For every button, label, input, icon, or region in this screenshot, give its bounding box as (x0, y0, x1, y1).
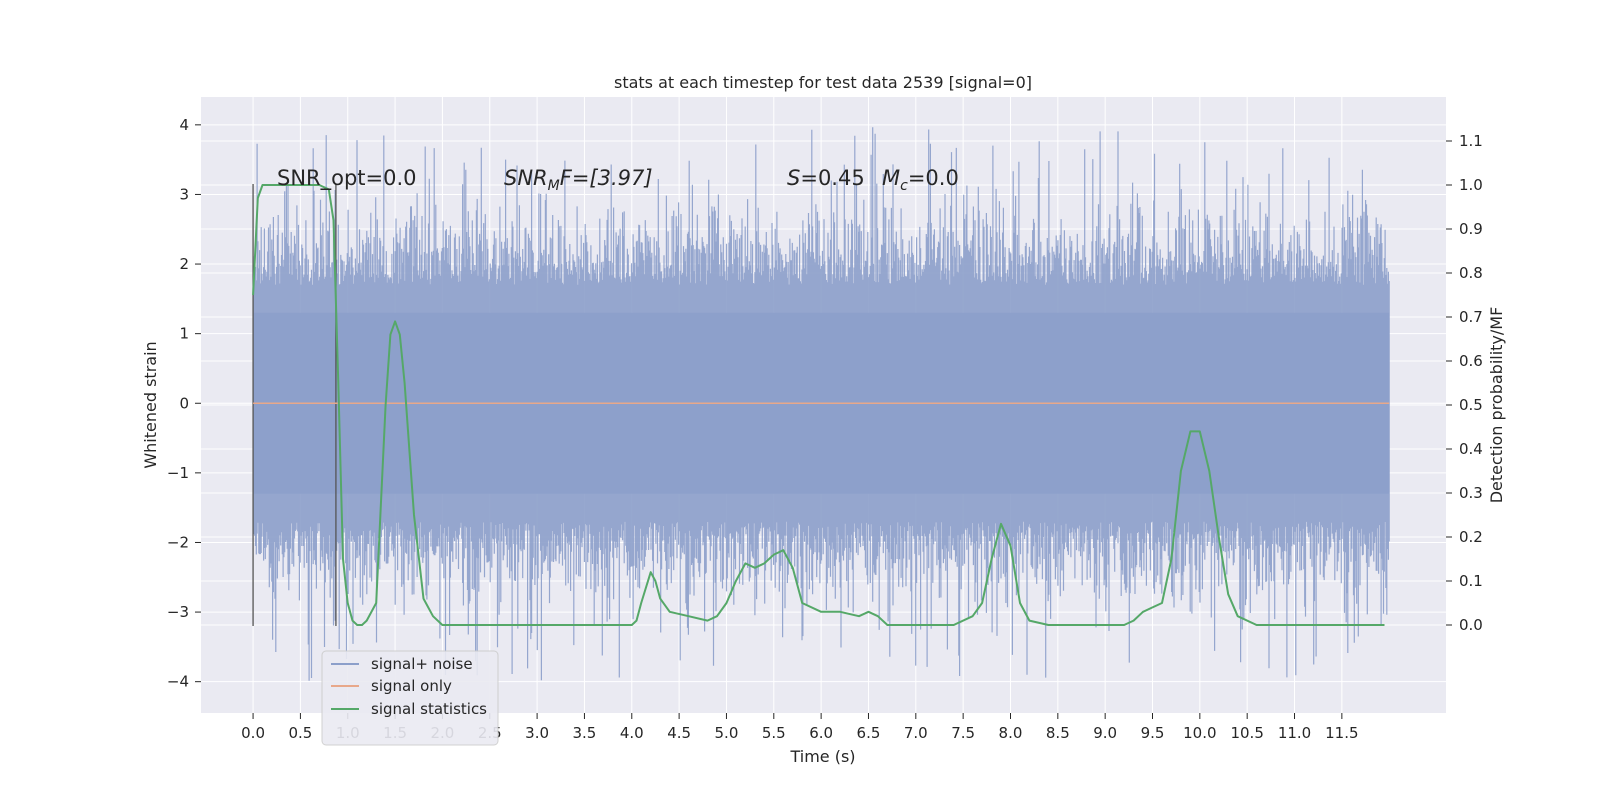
y2-tick-label: 0.8 (1459, 264, 1483, 282)
snr-mf-value: F=[3.97] (560, 166, 653, 190)
y-tick-label: −4 (167, 673, 189, 691)
signal-statistics-line (252, 184, 1385, 626)
y2-tick-label: 1.1 (1459, 132, 1483, 150)
x-tick-label: 11.5 (1325, 724, 1358, 742)
x-tick-label: 10.5 (1230, 724, 1263, 742)
x-tick-label: 8.0 (999, 724, 1023, 742)
y-tick-label: −2 (167, 533, 189, 551)
y-tick-label: 4 (179, 116, 189, 134)
y2-tick-label: 0.3 (1459, 484, 1483, 502)
y-tick-label: −1 (167, 464, 189, 482)
mc-value: =0.0 (908, 166, 959, 190)
annotation-snr-mf: SNRMF=[3.97] (504, 166, 653, 194)
y-tick-label: 0 (179, 394, 189, 412)
signal-statistics-series (252, 184, 1385, 626)
x-tick-label: 0.0 (241, 724, 265, 742)
x-tick-label: 3.5 (573, 724, 597, 742)
y2-tick-label: 0.7 (1459, 308, 1483, 326)
x-tick-label: 9.5 (1141, 724, 1165, 742)
y-tick-label: 3 (179, 185, 189, 203)
y-tick-label: −3 (167, 603, 189, 621)
y2-axis-ticks: 0.0 0.1 0.2 0.3 0.4 0.5 0.6 0.7 0.8 0.9 1.0 1.1 (1446, 132, 1483, 634)
x-tick-label: 9.0 (1093, 724, 1117, 742)
x-tick-label: 7.5 (951, 724, 975, 742)
y2-tick-label: 0.9 (1459, 220, 1483, 238)
annotation-mc: Mc=0.0 (882, 166, 959, 194)
legend-label-signal-statistics: signal statistics (371, 700, 487, 718)
x-tick-label: 7.0 (904, 724, 928, 742)
x-tick-label: 5.5 (762, 724, 786, 742)
x-tick-label: 6.5 (857, 724, 881, 742)
x-tick-label: 6.0 (809, 724, 833, 742)
y2-tick-label: 0.6 (1459, 352, 1483, 370)
annotation-snr-opt: SNR_opt=0.0 (277, 166, 417, 191)
x-tick-label: 3.0 (525, 724, 549, 742)
legend-label-signal-only: signal only (371, 677, 452, 695)
y2-axis-label: Detection probability/MF (1487, 307, 1506, 504)
legend: signal+ noise signal only signal statist… (321, 650, 499, 746)
y2-tick-label: 0.5 (1459, 396, 1483, 414)
chart-title: stats at each timestep for test data 253… (614, 73, 1032, 92)
x-tick-label: 8.5 (1046, 724, 1070, 742)
y2-tick-label: 1.0 (1459, 176, 1483, 194)
x-tick-label: 10.0 (1183, 724, 1216, 742)
y2-tick-label: 0.1 (1459, 572, 1483, 590)
mc-symbol: M (882, 166, 900, 190)
snr-mf-symbol: SNR (504, 166, 548, 190)
legend-label-noise: signal+ noise (371, 655, 473, 673)
snr-mf-subscript: M (548, 178, 560, 194)
x-tick-label: 11.0 (1278, 724, 1311, 742)
s-value: =0.45 (800, 166, 864, 190)
y-axis-label: Whitened strain (141, 341, 160, 468)
y2-tick-label: 0.0 (1459, 616, 1483, 634)
y-tick-label: 1 (179, 325, 189, 343)
x-tick-label: 4.0 (620, 724, 644, 742)
x-axis-label: Time (s) (789, 747, 855, 766)
s-symbol: S (787, 166, 800, 190)
legend-box (321, 650, 499, 746)
y-axis-ticks: −4 −3 −2 −1 0 1 2 3 4 (167, 116, 201, 691)
y2-tick-label: 0.4 (1459, 440, 1483, 458)
mc-subscript: c (900, 178, 908, 194)
x-tick-label: 5.0 (715, 724, 739, 742)
y-tick-label: 2 (179, 255, 189, 273)
x-tick-label: 4.5 (667, 724, 691, 742)
y2-tick-label: 0.2 (1459, 528, 1483, 546)
vertical-markers (252, 184, 337, 626)
x-tick-label: 0.5 (288, 724, 312, 742)
annotation-s: S=0.45 (787, 166, 865, 190)
